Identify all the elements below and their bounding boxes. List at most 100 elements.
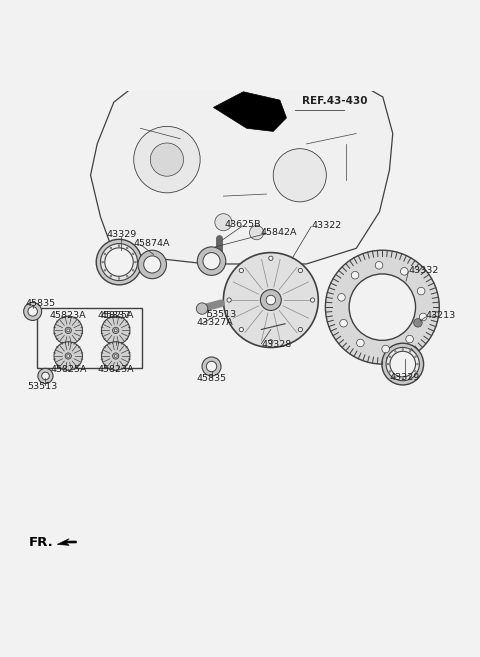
Text: 45825A: 45825A [50,365,86,374]
Circle shape [150,143,183,176]
Circle shape [65,353,72,359]
Circle shape [118,245,120,246]
FancyBboxPatch shape [37,308,142,368]
Circle shape [406,335,413,343]
Circle shape [417,287,425,295]
Circle shape [114,329,117,332]
Circle shape [104,269,106,271]
Polygon shape [214,92,287,131]
Circle shape [409,350,411,352]
Circle shape [415,356,416,357]
Circle shape [390,351,416,377]
Text: 43329: 43329 [390,373,420,382]
Text: 43625B: 43625B [224,219,261,229]
Circle shape [42,372,49,380]
Circle shape [311,298,315,302]
Circle shape [389,356,391,357]
Circle shape [325,250,439,364]
Circle shape [338,294,345,301]
Circle shape [351,271,359,279]
Circle shape [134,261,136,263]
Circle shape [118,277,120,279]
Circle shape [38,369,53,384]
Circle shape [239,327,243,332]
Circle shape [113,353,119,359]
Circle shape [24,302,42,321]
Circle shape [298,327,302,332]
Circle shape [96,239,142,285]
Circle shape [67,329,70,332]
Circle shape [269,340,273,344]
Circle shape [54,316,83,345]
Text: 45823A: 45823A [50,311,86,320]
Circle shape [215,214,232,231]
Circle shape [349,274,416,340]
Circle shape [223,252,318,348]
Text: 45837: 45837 [100,311,130,320]
Polygon shape [91,55,393,264]
Circle shape [28,307,37,316]
Circle shape [402,378,404,380]
Circle shape [138,250,167,279]
Text: 43328: 43328 [261,340,291,349]
Circle shape [206,361,217,372]
Text: 45823A: 45823A [97,365,134,374]
Circle shape [101,342,130,371]
Circle shape [110,247,112,249]
Circle shape [386,348,420,381]
Circle shape [202,357,221,376]
Circle shape [298,268,302,273]
Circle shape [414,319,422,327]
Circle shape [417,363,418,365]
Text: 45842A: 45842A [261,228,297,237]
Circle shape [400,267,408,275]
Circle shape [273,148,326,202]
Circle shape [239,268,243,273]
Circle shape [132,269,134,271]
Circle shape [269,256,273,260]
Circle shape [203,252,220,269]
Circle shape [54,342,83,371]
Circle shape [375,261,383,269]
Circle shape [227,298,231,302]
Text: 45835: 45835 [196,374,227,383]
Polygon shape [57,539,76,545]
Circle shape [114,355,117,357]
Text: 53513: 53513 [27,382,57,392]
Circle shape [340,319,348,327]
Circle shape [357,339,364,347]
Circle shape [395,376,396,378]
Circle shape [395,350,396,352]
Circle shape [100,244,137,281]
Circle shape [102,261,104,263]
Text: 45835: 45835 [25,299,56,308]
Circle shape [382,343,424,385]
Text: 43213: 43213 [425,311,456,320]
Circle shape [65,327,72,334]
Text: 43327A: 43327A [196,318,233,327]
Circle shape [67,355,70,357]
Text: 43332: 43332 [408,265,439,275]
Circle shape [402,348,404,350]
Circle shape [104,253,106,255]
Text: 43322: 43322 [311,221,341,229]
Circle shape [113,327,119,334]
Text: 45874A: 45874A [133,238,170,248]
Circle shape [101,316,130,345]
Circle shape [197,247,226,275]
Text: REF.43-430: REF.43-430 [301,97,367,106]
Text: 43329: 43329 [106,230,136,239]
Text: FR.: FR. [29,535,54,549]
Text: 45825A: 45825A [97,311,134,320]
Text: 53513: 53513 [207,309,237,319]
Circle shape [261,290,281,311]
Circle shape [250,225,264,240]
Circle shape [415,371,416,373]
Circle shape [266,295,276,305]
Circle shape [134,126,200,193]
Circle shape [196,303,208,314]
Circle shape [144,256,161,273]
Circle shape [420,313,427,321]
Circle shape [409,376,411,378]
Circle shape [382,345,389,353]
